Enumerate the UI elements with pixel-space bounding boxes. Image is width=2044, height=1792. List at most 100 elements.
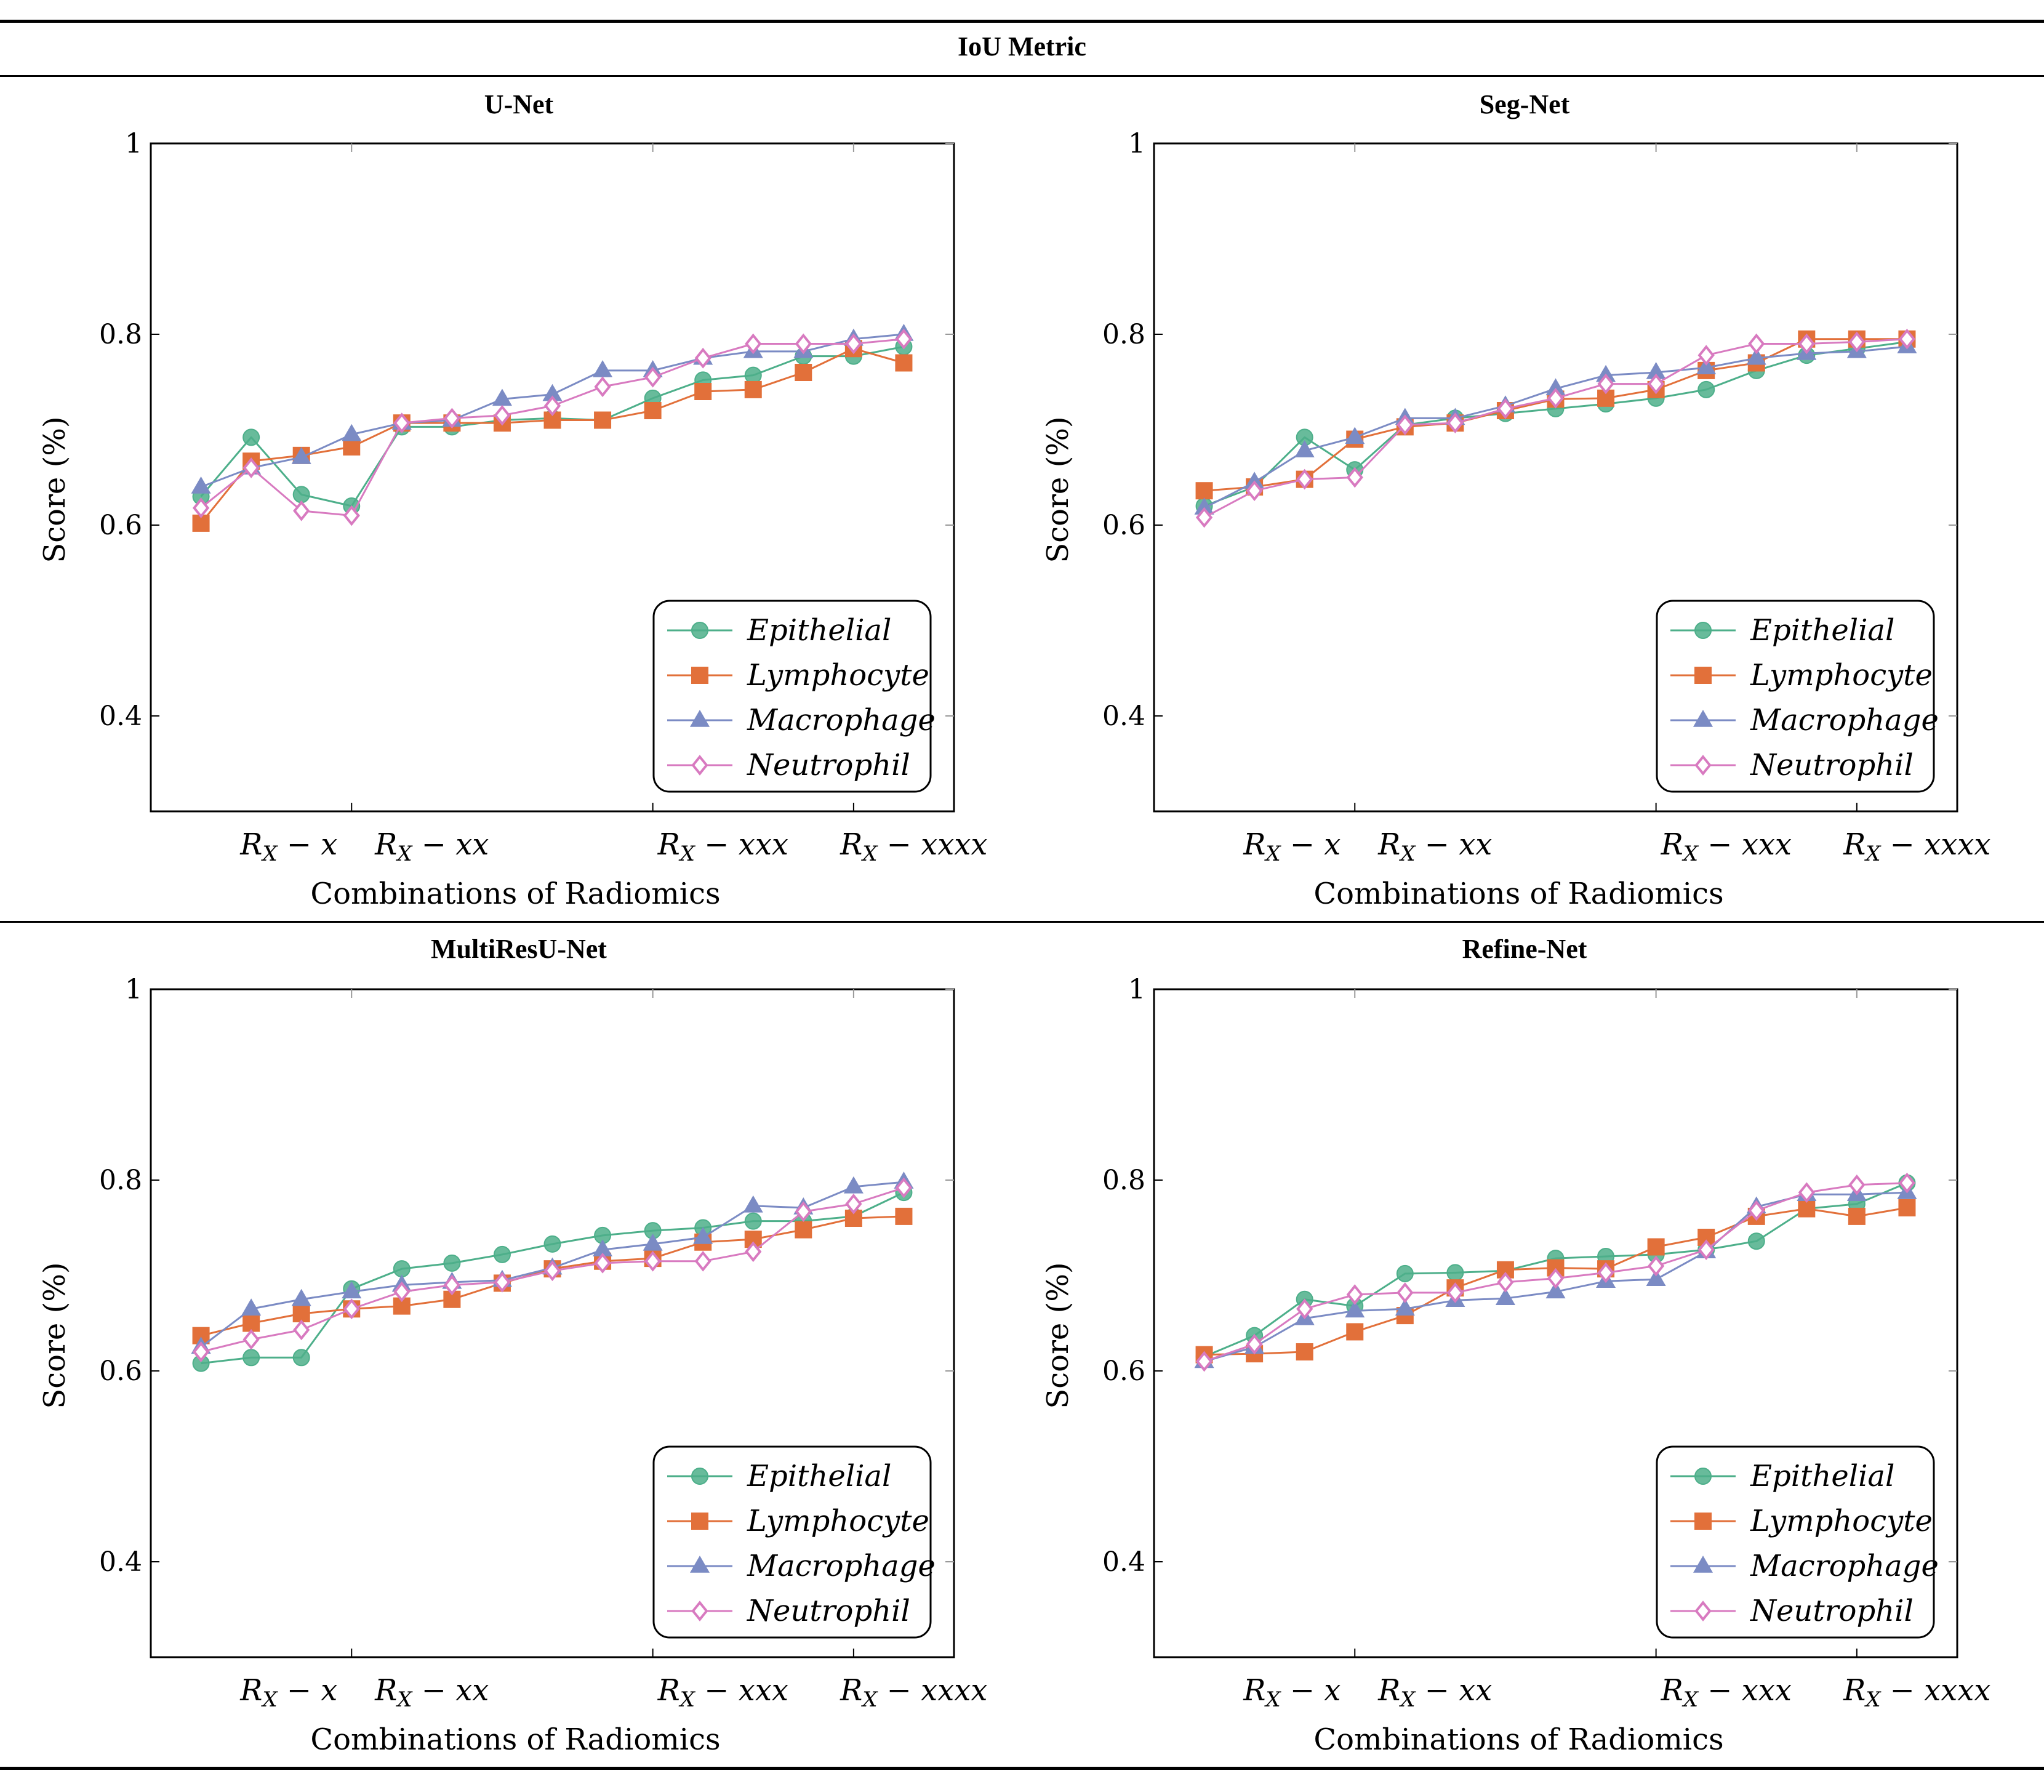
point-epithelial <box>242 428 260 446</box>
legend-label: Epithelial <box>747 613 891 648</box>
legend-label: Lymphocyte <box>747 1504 929 1538</box>
point-neutrophil <box>443 1274 460 1296</box>
point-neutrophil <box>1446 1282 1464 1303</box>
point-neutrophil <box>1195 1351 1213 1372</box>
middle-rule <box>0 921 2044 923</box>
x-tick-label: RX − xxxx <box>1843 827 1990 866</box>
x-tick-label: RX − xxx <box>657 827 788 866</box>
series-neutrophil <box>1195 328 1916 528</box>
point-neutrophil <box>1397 1282 1414 1303</box>
x-tick-label: RX − x <box>1243 827 1341 866</box>
x-axis-label: Combinations of Radiomics <box>1313 877 1723 911</box>
refinenet-chart: 0.4 0.6 0.8 1 RX − x RX − xx RX − xxx RX − xxxx… <box>1041 974 1990 1757</box>
point-neutrophil <box>895 328 913 350</box>
point-lymphocyte <box>292 1305 310 1322</box>
y-tick-label: 0.6 <box>99 1356 142 1387</box>
x-tick-label: RX − xxxx <box>840 1673 987 1712</box>
x-tick-label: RX − xxx <box>657 1673 788 1712</box>
point-macrophage <box>342 424 362 441</box>
point-neutrophil <box>644 366 662 388</box>
x-tick-label: RX − x <box>239 1673 337 1712</box>
point-neutrophil <box>1597 1262 1614 1284</box>
top-rule <box>0 20 2044 23</box>
legend-label: Lymphocyte <box>747 658 929 693</box>
plot-frame <box>150 142 955 813</box>
x-tick-label: RX − xxxx <box>840 827 987 866</box>
point-neutrophil <box>694 1250 711 1272</box>
unet-chart: 0.4 0.6 0.8 1 RX − x RX − xx RX − xxx RX − xxxx… <box>38 128 987 911</box>
legend: Epithelial Lymphocyte Macrophage Neutrophil <box>1656 600 1939 793</box>
point-epithelial <box>1396 1264 1414 1282</box>
point-lymphocyte <box>1296 1343 1313 1360</box>
plot-frame <box>1153 988 1958 1658</box>
point-macrophage <box>843 1176 864 1194</box>
y-tick-label: 1 <box>125 128 142 159</box>
y-tick-label: 0.8 <box>1102 319 1145 350</box>
panel-title-multiresunet: MultiResU-Net <box>431 934 607 964</box>
point-lymphocyte <box>1647 1238 1665 1256</box>
point-neutrophil <box>293 1319 310 1341</box>
point-neutrophil <box>745 333 762 355</box>
y-tick-label: 0.8 <box>1102 1165 1145 1196</box>
point-neutrophil <box>1697 1239 1715 1260</box>
point-lymphocyte <box>343 438 361 456</box>
point-macrophage <box>743 1195 763 1213</box>
legend-label: Macrophage <box>747 703 936 737</box>
x-tick-label: RX − xx <box>1377 827 1492 866</box>
point-neutrophil <box>1798 333 1815 355</box>
point-neutrophil <box>845 333 862 355</box>
point-neutrophil <box>1748 1200 1765 1221</box>
legend-label: Neutrophil <box>747 748 910 782</box>
point-macrophage <box>191 476 211 494</box>
point-lymphocyte <box>1346 1323 1364 1341</box>
legend-marker-macrophage <box>1693 710 1713 727</box>
panel-title-unet: U-Net <box>484 89 554 119</box>
legend-marker-lymphocyte <box>691 1513 708 1530</box>
point-neutrophil <box>1547 1268 1565 1289</box>
point-neutrophil <box>494 404 511 426</box>
legend-marker-macrophage <box>689 1556 710 1573</box>
legend-label: Macrophage <box>1750 703 1939 737</box>
point-macrophage <box>291 447 311 464</box>
point-neutrophil <box>644 1250 662 1272</box>
point-neutrophil <box>192 1341 210 1362</box>
point-neutrophil <box>1547 388 1565 409</box>
series-lymphocyte <box>1195 1199 1916 1364</box>
y-tick-label: 1 <box>125 974 142 1005</box>
point-neutrophil <box>293 500 310 521</box>
point-neutrophil <box>393 1281 411 1303</box>
y-axis-label: Score (%) <box>1041 416 1075 563</box>
point-neutrophil <box>594 376 611 398</box>
point-neutrophil <box>1296 1298 1313 1320</box>
point-lymphocyte <box>895 354 913 372</box>
point-neutrophil <box>1296 468 1313 490</box>
point-neutrophil <box>1648 1255 1665 1277</box>
point-epithelial <box>1697 380 1715 398</box>
point-neutrophil <box>1848 331 1866 353</box>
point-neutrophil <box>845 1193 862 1215</box>
panel-title-refinenet: Refine-Net <box>1462 934 1587 964</box>
panel-title-segnet: Seg-Net <box>1479 89 1570 119</box>
title-rule <box>0 75 2044 77</box>
legend: Epithelial Lymphocyte Macrophage Neutrophil <box>652 600 936 793</box>
y-tick-label: 1 <box>1128 128 1145 159</box>
legend-label: Neutrophil <box>747 1594 910 1628</box>
point-lymphocyte <box>1848 1207 1866 1225</box>
x-tick-label: RX − xxxx <box>1843 1673 1990 1712</box>
series-neutrophil <box>192 328 913 526</box>
legend-marker-epithelial <box>1694 622 1712 639</box>
point-epithelial <box>242 1349 260 1367</box>
point-macrophage <box>241 1298 262 1316</box>
point-epithelial <box>744 1212 762 1230</box>
point-neutrophil <box>1397 414 1414 436</box>
point-neutrophil <box>242 1329 260 1350</box>
y-tick-label: 0.6 <box>99 510 142 541</box>
legend: Epithelial Lymphocyte Macrophage Neutrophil <box>1656 1445 1939 1639</box>
point-neutrophil <box>694 347 711 369</box>
legend-label: Epithelial <box>1750 613 1894 648</box>
legend-label: Lymphocyte <box>1750 1504 1933 1538</box>
point-epithelial <box>1446 1264 1464 1282</box>
point-macrophage <box>1696 357 1717 374</box>
point-neutrophil <box>543 1260 561 1282</box>
legend-marker-neutrophil <box>691 1601 708 1621</box>
